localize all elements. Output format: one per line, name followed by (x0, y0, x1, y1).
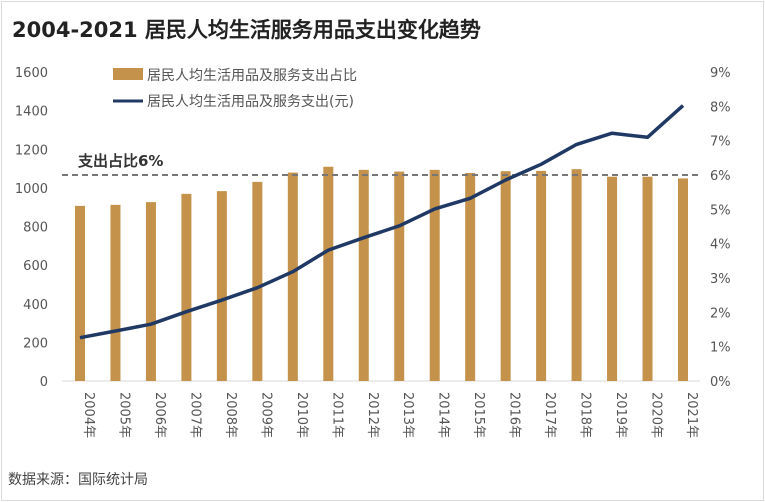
x-axis-tick: 2021年 (684, 392, 699, 438)
bar (287, 172, 298, 381)
right-axis-tick: 8% (710, 100, 731, 115)
reference-line-label: 支出占比6% (77, 152, 163, 170)
chart-title: 2004-2021 居民人均生活服务用品支出变化趋势 (12, 18, 481, 42)
bar (607, 176, 618, 381)
x-axis-tick: 2014年 (436, 392, 451, 438)
x-axis-tick: 2008年 (223, 392, 238, 438)
bar (75, 205, 85, 381)
left-axis-tick: 1400 (15, 105, 48, 120)
left-axis-tick: 1200 (15, 143, 48, 158)
left-axis-tick: 1600 (15, 66, 48, 81)
right-axis-tick: 4% (710, 238, 731, 253)
bar (394, 171, 405, 381)
bar (465, 172, 476, 381)
bar (252, 181, 263, 381)
x-axis-tick: 2017年 (542, 392, 557, 438)
bar (181, 193, 192, 381)
bar (429, 169, 440, 381)
bar (500, 171, 511, 381)
right-axis-tick: 1% (710, 341, 731, 356)
bar (110, 204, 121, 381)
right-axis-tick: 3% (710, 272, 731, 287)
left-axis-tick: 1000 (15, 182, 48, 197)
x-axis-tick: 2006年 (152, 392, 167, 438)
x-axis-tick: 2004年 (81, 392, 96, 438)
x-axis-tick: 2018年 (578, 392, 593, 438)
left-axis-tick: 800 (23, 221, 48, 236)
legend-label-line: 居民人均生活用品及服务支出(元) (147, 94, 354, 110)
x-axis-tick: 2009年 (258, 392, 273, 438)
bar (323, 166, 334, 381)
right-axis-tick: 2% (710, 306, 731, 321)
x-axis-tick: 2012年 (365, 392, 380, 438)
left-axis-tick: 200 (23, 336, 48, 351)
right-axis-tick: 0% (710, 375, 731, 390)
right-axis-tick: 9% (710, 66, 731, 81)
x-axis-tick: 2015年 (471, 392, 486, 438)
source-note: 数据来源：国际统计局 (8, 472, 148, 488)
legend-swatch-bar (113, 68, 143, 80)
bar (145, 202, 156, 381)
x-axis-tick: 2010年 (294, 392, 309, 438)
left-axis-tick: 400 (23, 298, 48, 313)
x-axis-tick: 2016年 (507, 392, 522, 438)
bar (216, 191, 227, 381)
x-axis-tick: 2013年 (400, 392, 415, 438)
right-axis-tick: 5% (710, 203, 731, 218)
x-axis-tick: 2007年 (187, 392, 202, 438)
left-axis-tick: 600 (23, 259, 48, 274)
right-axis-tick: 6% (710, 169, 731, 184)
x-axis-tick: 2019年 (613, 392, 628, 438)
left-axis-tick: 0 (40, 375, 48, 390)
x-axis-tick: 2011年 (329, 392, 344, 438)
x-axis-tick: 2005年 (116, 392, 131, 438)
bar (642, 176, 653, 381)
bar (536, 170, 547, 381)
bar (571, 169, 582, 381)
bar (678, 178, 688, 381)
bar (358, 169, 369, 381)
legend-label-bar: 居民人均生活用品及服务支出占比 (147, 68, 357, 84)
right-axis-tick: 7% (710, 135, 731, 150)
x-axis-tick: 2020年 (649, 392, 664, 438)
line-series (79, 104, 685, 340)
